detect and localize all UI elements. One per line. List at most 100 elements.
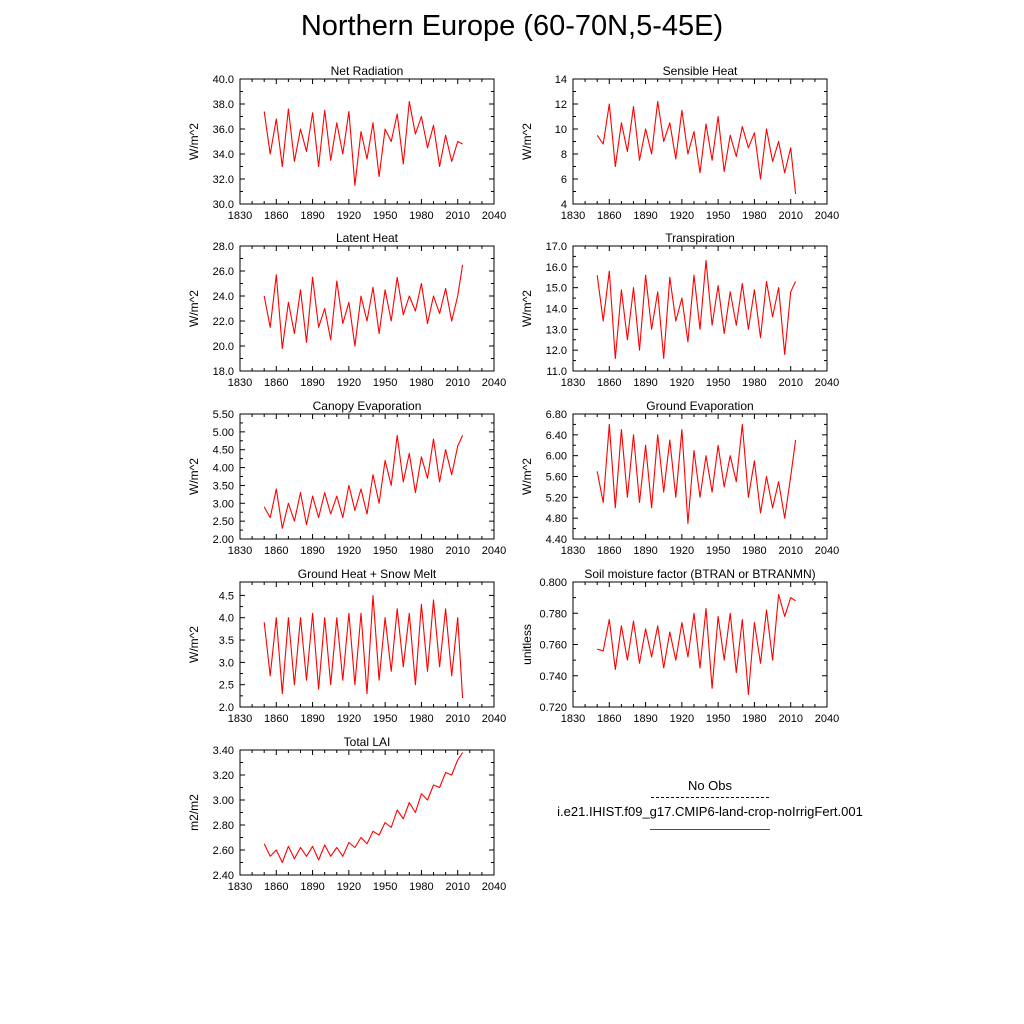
panel2-xtick-label: 2040 [815, 210, 839, 222]
legend-obs-label: No Obs [687, 778, 733, 793]
panel4-ytick-label: 17.0 [546, 241, 567, 253]
panel2-xtick-label: 1890 [633, 210, 657, 222]
panel6-ytick-label: 4.40 [546, 534, 567, 546]
panel9-xtick-label: 2010 [445, 881, 469, 893]
panel1-xtick-label: 1950 [373, 210, 397, 222]
legend-obs-line [651, 797, 769, 798]
panel5-ytick-label: 5.00 [213, 427, 234, 439]
panel7-ytick-label: 3.5 [219, 635, 234, 647]
panel7-frame [239, 581, 495, 708]
panel4-ytick-label: 12.0 [546, 345, 567, 357]
panel9-frame [239, 749, 495, 876]
panel8-xtick-label: 1980 [742, 713, 766, 725]
panel1-series-line [263, 100, 463, 186]
panel7-xtick-label: 1860 [264, 713, 288, 725]
panel6-ytick-label: 4.80 [546, 513, 567, 525]
panel7-title: Ground Heat + Snow Melt [298, 567, 437, 581]
panel5-ytick-label: 4.50 [213, 445, 234, 457]
panel9-series-line [263, 752, 464, 864]
panel9-xtick-label: 1890 [300, 881, 324, 893]
panel2-xtick-label: 1860 [597, 210, 621, 222]
panel1-xtick-label: 1980 [409, 210, 433, 222]
panel9-title: Total LAI [344, 735, 391, 749]
panel9-ytick-label: 2.40 [213, 870, 234, 882]
panel8-series-line [597, 593, 796, 696]
panel6-xtick-label: 1920 [670, 545, 694, 557]
panel4-xtick-label: 1920 [670, 377, 694, 389]
panel6-ytick-label: 6.40 [546, 430, 567, 442]
panel3-xtick-label: 1980 [409, 377, 433, 389]
panel2-ytick-label: 8 [561, 149, 567, 161]
legend: No Obs i.e21.IHIST.f09_g17.CMIP6-land-cr… [520, 778, 900, 830]
panel1-xtick-label: 2010 [445, 210, 469, 222]
panel7-ytick-label: 2.5 [219, 680, 234, 692]
panel3-series-line [263, 264, 464, 350]
panel4-ylabel: W/m^2 [520, 290, 534, 327]
panel5-xtick-label: 2010 [445, 545, 469, 557]
panel5-xtick-label: 1920 [337, 545, 361, 557]
panel6-xtick-label: 1890 [633, 545, 657, 557]
panel5-title: Canopy Evaporation [313, 399, 422, 413]
panel2-xtick-label: 1950 [706, 210, 730, 222]
panel3-xtick-label: 1830 [228, 377, 252, 389]
panel9-ytick-label: 2.80 [213, 820, 234, 832]
panel4-series-line [596, 260, 797, 360]
panel6-xtick-label: 1830 [561, 545, 585, 557]
panel8-xtick-label: 2010 [778, 713, 802, 725]
panel7-xtick-label: 1920 [337, 713, 361, 725]
panel2-ytick-label: 6 [561, 174, 567, 186]
panel2-series-line [596, 100, 797, 195]
panel7-xtick-label: 1980 [409, 713, 433, 725]
panel3-ylabel: W/m^2 [187, 290, 201, 327]
panel2-xtick-label: 1920 [670, 210, 694, 222]
panel9-ytick-label: 2.60 [213, 845, 234, 857]
panel7-ytick-label: 3.0 [219, 657, 234, 669]
panel8-xtick-label: 1860 [597, 713, 621, 725]
panel9-ytick-label: 3.00 [213, 795, 234, 807]
panel3-title: Latent Heat [336, 231, 399, 245]
panel4-xtick-label: 2010 [778, 377, 802, 389]
panel1-ytick-label: 36.0 [213, 124, 234, 136]
panel2-ylabel: W/m^2 [520, 123, 534, 160]
panel4-xtick-label: 2040 [815, 377, 839, 389]
panel2-xtick-label: 1830 [561, 210, 585, 222]
panel5-xtick-label: 1890 [300, 545, 324, 557]
panel5-xtick-label: 1830 [228, 545, 252, 557]
panel9-xtick-label: 1860 [264, 881, 288, 893]
panel8-frame [572, 581, 828, 708]
panel6-frame [572, 413, 828, 540]
panel1-xtick-label: 1830 [228, 210, 252, 222]
panel2-xtick-label: 1980 [742, 210, 766, 222]
panel5-series-line [263, 434, 464, 529]
panel8-ytick-label: 0.760 [539, 640, 567, 652]
panel5-xtick-label: 1860 [264, 545, 288, 557]
panel5-ytick-label: 2.50 [213, 516, 234, 528]
panel7-xtick-label: 1890 [300, 713, 324, 725]
panel6-xtick-label: 2010 [778, 545, 802, 557]
panel8-xtick-label: 2040 [815, 713, 839, 725]
legend-model-line [650, 829, 770, 830]
panel4-ytick-label: 16.0 [546, 262, 567, 274]
panel1-ytick-label: 32.0 [213, 174, 234, 186]
panel4-ytick-label: 11.0 [546, 366, 567, 378]
page-title: Northern Europe (60-70N,5-45E) [300, 10, 724, 42]
panel4-xtick-label: 1980 [742, 377, 766, 389]
panel3-frame [239, 245, 495, 372]
panel9-xtick-label: 1920 [337, 881, 361, 893]
panel3-ytick-label: 24.0 [213, 291, 234, 303]
panel1-xtick-label: 1860 [264, 210, 288, 222]
panel3-ytick-label: 18.0 [213, 366, 234, 378]
panel6-series-line [596, 423, 797, 524]
panel2-frame [572, 78, 828, 205]
panel6-xtick-label: 1860 [597, 545, 621, 557]
panel3-ytick-label: 22.0 [213, 316, 234, 328]
panel3-ytick-label: 26.0 [213, 266, 234, 278]
panel1-ytick-label: 40.0 [213, 74, 234, 86]
panel7-xtick-label: 1830 [228, 713, 252, 725]
panel4-ytick-label: 14.0 [546, 304, 567, 316]
panel2-xtick-label: 2010 [778, 210, 802, 222]
panel5-ytick-label: 2.00 [213, 534, 234, 546]
panel2-ytick-label: 4 [561, 199, 567, 211]
panel3-ytick-label: 28.0 [213, 241, 234, 253]
